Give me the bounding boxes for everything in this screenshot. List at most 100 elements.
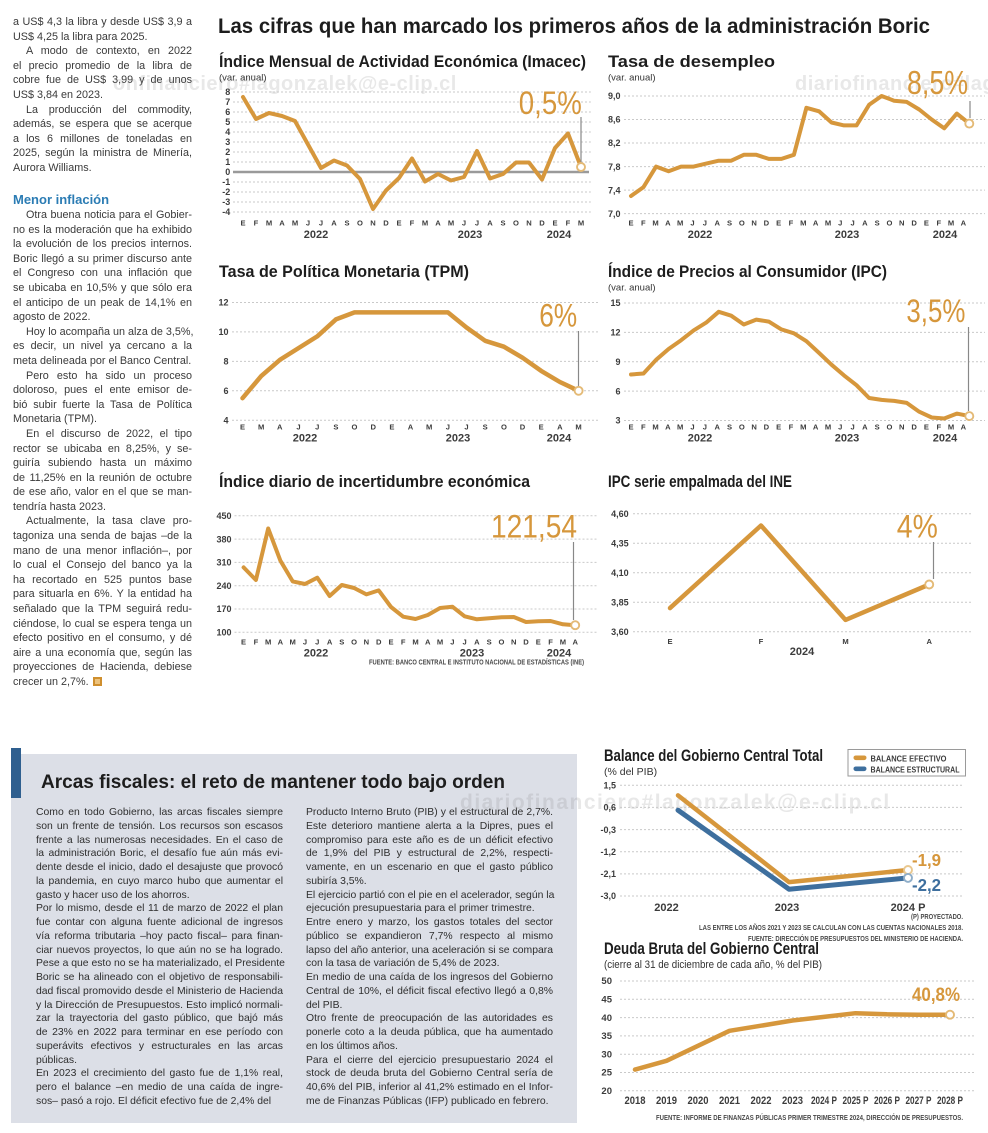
svg-text:J: J (315, 423, 319, 432)
svg-text:A: A (279, 219, 285, 228)
svg-text:2024 P: 2024 P (891, 902, 926, 914)
svg-text:J: J (315, 638, 319, 647)
svg-text:4%: 4% (897, 508, 938, 544)
svg-text:D: D (376, 638, 382, 647)
svg-text:-0,3: -0,3 (600, 825, 616, 835)
svg-text:M: M (426, 423, 432, 432)
svg-text:170: 170 (216, 604, 231, 614)
svg-text:3,85: 3,85 (611, 597, 629, 607)
svg-text:2023: 2023 (446, 433, 470, 445)
svg-text:2023: 2023 (458, 229, 482, 241)
svg-text:N: N (370, 219, 375, 228)
svg-text:4,10: 4,10 (611, 568, 629, 578)
svg-text:M: M (258, 423, 264, 432)
svg-text:4,60: 4,60 (611, 509, 629, 519)
svg-text:E: E (539, 423, 544, 432)
svg-text:BALANCE EFECTIVO: BALANCE EFECTIVO (871, 754, 947, 763)
svg-text:J: J (319, 219, 323, 228)
svg-text:F: F (641, 219, 646, 228)
svg-text:BALANCE ESTRUCTURAL: BALANCE ESTRUCTURAL (871, 765, 960, 774)
svg-text:A: A (813, 423, 819, 432)
svg-text:A: A (862, 219, 868, 228)
svg-text:2025 P: 2025 P (843, 1095, 869, 1107)
svg-text:2022: 2022 (654, 902, 678, 914)
svg-text:A: A (926, 637, 932, 646)
svg-text:D: D (911, 219, 917, 228)
svg-text:25: 25 (601, 1068, 612, 1079)
svg-text:A: A (278, 638, 284, 647)
svg-text:E: E (396, 219, 401, 228)
svg-text:9: 9 (615, 357, 620, 367)
svg-text:-3,0: -3,0 (600, 891, 616, 901)
svg-text:J: J (462, 638, 466, 647)
svg-text:Balance del Gobierno Central T: Balance del Gobierno Central Total (604, 746, 823, 765)
svg-text:2024: 2024 (547, 433, 572, 445)
svg-text:4: 4 (223, 416, 228, 426)
svg-text:J: J (306, 219, 310, 228)
svg-text:M: M (422, 219, 428, 228)
svg-text:2024: 2024 (790, 646, 815, 658)
svg-text:E: E (552, 219, 557, 228)
svg-text:3: 3 (615, 416, 620, 426)
svg-text:F: F (401, 638, 406, 647)
svg-text:J: J (703, 423, 707, 432)
svg-text:2024 P: 2024 P (811, 1095, 837, 1107)
svg-text:A: A (277, 423, 283, 432)
svg-text:J: J (450, 638, 454, 647)
svg-text:E: E (924, 219, 929, 228)
svg-text:F: F (254, 219, 259, 228)
svg-text:0: 0 (225, 167, 230, 177)
svg-text:2027 P: 2027 P (906, 1095, 932, 1107)
svg-text:A: A (474, 638, 480, 647)
svg-text:2024: 2024 (547, 648, 572, 660)
svg-text:O: O (513, 219, 519, 228)
svg-text:J: J (838, 423, 842, 432)
svg-text:2022: 2022 (688, 229, 712, 241)
svg-text:-1,2: -1,2 (600, 847, 616, 857)
svg-text:2022: 2022 (688, 433, 712, 445)
svg-text:A: A (408, 423, 414, 432)
svg-text:M: M (437, 638, 443, 647)
svg-text:30: 30 (601, 1049, 612, 1060)
svg-text:F: F (410, 219, 415, 228)
svg-text:J: J (838, 219, 842, 228)
svg-text:M: M (677, 219, 683, 228)
svg-text:O: O (739, 423, 745, 432)
svg-text:A: A (435, 219, 441, 228)
svg-text:Índice de Precios al Consumido: Índice de Precios al Consumidor (IPC) (608, 262, 887, 281)
svg-text:2024: 2024 (933, 433, 958, 445)
svg-text:J: J (446, 423, 450, 432)
svg-text:6%: 6% (539, 298, 577, 334)
svg-text:M: M (560, 638, 566, 647)
svg-text:7,4: 7,4 (608, 185, 621, 195)
svg-text:2022: 2022 (304, 229, 328, 241)
svg-text:N: N (364, 638, 369, 647)
svg-text:A: A (714, 423, 720, 432)
svg-text:2: 2 (225, 147, 230, 157)
svg-text:E: E (240, 423, 245, 432)
svg-text:A: A (425, 638, 431, 647)
svg-text:1: 1 (225, 157, 230, 167)
svg-text:F: F (566, 219, 571, 228)
svg-text:100: 100 (216, 628, 231, 638)
svg-text:J: J (464, 423, 468, 432)
svg-text:M: M (290, 638, 296, 647)
svg-text:M: M (266, 219, 272, 228)
svg-text:M: M (575, 423, 581, 432)
svg-text:E: E (628, 219, 633, 228)
svg-text:2023: 2023 (835, 433, 859, 445)
svg-text:D: D (370, 423, 376, 432)
svg-text:2020: 2020 (688, 1095, 709, 1107)
svg-text:3: 3 (225, 137, 230, 147)
svg-text:F: F (254, 638, 259, 647)
svg-text:6: 6 (223, 386, 228, 396)
svg-text:E: E (924, 423, 929, 432)
svg-text:A: A (714, 219, 720, 228)
svg-text:F: F (936, 219, 941, 228)
svg-text:0,6: 0,6 (603, 803, 616, 813)
svg-text:F: F (759, 637, 764, 646)
svg-text:A: A (665, 219, 671, 228)
svg-text:S: S (727, 423, 732, 432)
svg-text:-2,1: -2,1 (600, 869, 616, 879)
svg-text:N: N (899, 219, 904, 228)
